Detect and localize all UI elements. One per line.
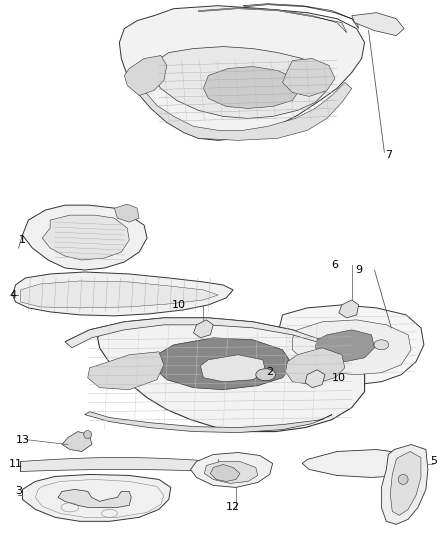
Polygon shape bbox=[381, 445, 428, 524]
Polygon shape bbox=[243, 4, 359, 29]
Text: 2: 2 bbox=[266, 367, 273, 377]
Polygon shape bbox=[62, 432, 92, 451]
Polygon shape bbox=[194, 320, 213, 338]
Polygon shape bbox=[352, 13, 404, 36]
Polygon shape bbox=[42, 215, 129, 260]
Text: 7: 7 bbox=[385, 150, 392, 160]
Text: 4: 4 bbox=[9, 290, 16, 300]
Polygon shape bbox=[124, 55, 167, 95]
Text: 9: 9 bbox=[355, 265, 362, 275]
Polygon shape bbox=[58, 489, 131, 507]
Polygon shape bbox=[198, 7, 347, 33]
Polygon shape bbox=[151, 46, 329, 118]
Polygon shape bbox=[339, 300, 359, 318]
Text: 5: 5 bbox=[430, 456, 437, 466]
Polygon shape bbox=[205, 462, 258, 483]
Polygon shape bbox=[286, 348, 345, 385]
Polygon shape bbox=[114, 204, 139, 222]
Text: 3: 3 bbox=[15, 487, 22, 496]
Polygon shape bbox=[120, 6, 364, 140]
Polygon shape bbox=[283, 59, 335, 96]
Circle shape bbox=[398, 474, 408, 484]
Polygon shape bbox=[305, 370, 325, 387]
Text: 10: 10 bbox=[172, 300, 186, 310]
Polygon shape bbox=[315, 330, 374, 362]
Polygon shape bbox=[293, 320, 411, 375]
Polygon shape bbox=[210, 464, 240, 481]
Polygon shape bbox=[302, 449, 424, 478]
Text: 13: 13 bbox=[15, 434, 29, 445]
Text: 10: 10 bbox=[332, 373, 346, 383]
Ellipse shape bbox=[374, 340, 389, 350]
Polygon shape bbox=[21, 457, 218, 472]
Polygon shape bbox=[203, 67, 299, 108]
Polygon shape bbox=[390, 451, 421, 515]
Polygon shape bbox=[85, 411, 332, 433]
Text: 6: 6 bbox=[332, 260, 339, 270]
Polygon shape bbox=[154, 338, 293, 390]
Polygon shape bbox=[22, 474, 171, 521]
Polygon shape bbox=[201, 355, 266, 382]
Polygon shape bbox=[191, 453, 272, 487]
Circle shape bbox=[84, 431, 92, 439]
Ellipse shape bbox=[256, 369, 276, 381]
Polygon shape bbox=[13, 272, 233, 316]
Polygon shape bbox=[65, 318, 364, 432]
Text: 11: 11 bbox=[8, 459, 22, 470]
Text: 12: 12 bbox=[226, 503, 240, 512]
Polygon shape bbox=[278, 305, 424, 385]
Polygon shape bbox=[22, 205, 147, 270]
Polygon shape bbox=[137, 83, 352, 140]
Polygon shape bbox=[21, 281, 218, 308]
Text: 1: 1 bbox=[19, 235, 26, 245]
Polygon shape bbox=[88, 352, 164, 390]
Polygon shape bbox=[65, 318, 342, 352]
